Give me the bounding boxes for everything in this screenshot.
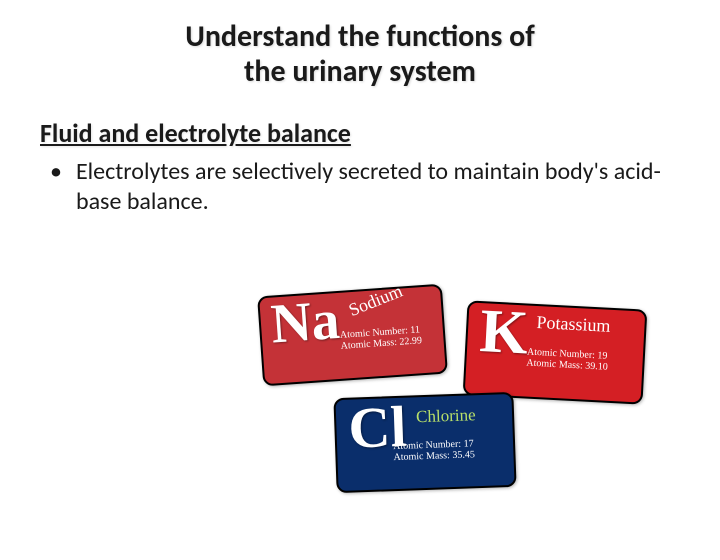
bullet-marker: •	[50, 157, 62, 217]
element-properties: Atomic Number11 Atomic Mass22.99	[340, 325, 423, 352]
atomic-mass-value: 22.99	[399, 335, 422, 348]
element-properties: Atomic Number19 Atomic Mass39.10	[526, 348, 608, 373]
bullet-item: • Electrolytes are selectively secreted …	[50, 157, 680, 217]
atomic-mass-value: 35.45	[452, 449, 475, 461]
element-name: Sodium	[346, 281, 406, 321]
atomic-mass-label: Atomic Mass	[526, 357, 585, 371]
element-name: Chlorine	[416, 405, 476, 427]
element-card-potassium: K Potassium Atomic Number19 Atomic Mass3…	[463, 300, 648, 404]
element-name: Potassium	[536, 312, 611, 337]
section-heading: Fluid and electrolyte balance	[40, 117, 720, 149]
element-cards-group: Na Sodium Atomic Number11 Atomic Mass22.…	[250, 280, 720, 540]
element-card-sodium: Na Sodium Atomic Number11 Atomic Mass22.…	[257, 284, 448, 387]
atomic-mass-label: Atomic Mass	[393, 450, 452, 463]
element-symbol: Na	[269, 297, 341, 349]
element-card-chlorine: Cl Chlorine Atomic Number17 Atomic Mass3…	[333, 392, 516, 493]
atomic-mass-value: 39.10	[585, 360, 608, 372]
element-symbol: K	[479, 305, 530, 360]
title-line-2: the urinary system	[244, 53, 476, 90]
slide-title: Understand the functions of the urinary …	[0, 20, 720, 89]
title-line-1: Understand the functions of	[185, 18, 535, 55]
bullet-text: Electrolytes are selectively secreted to…	[76, 157, 680, 217]
element-properties: Atomic Number17 Atomic Mass35.45	[393, 439, 475, 463]
